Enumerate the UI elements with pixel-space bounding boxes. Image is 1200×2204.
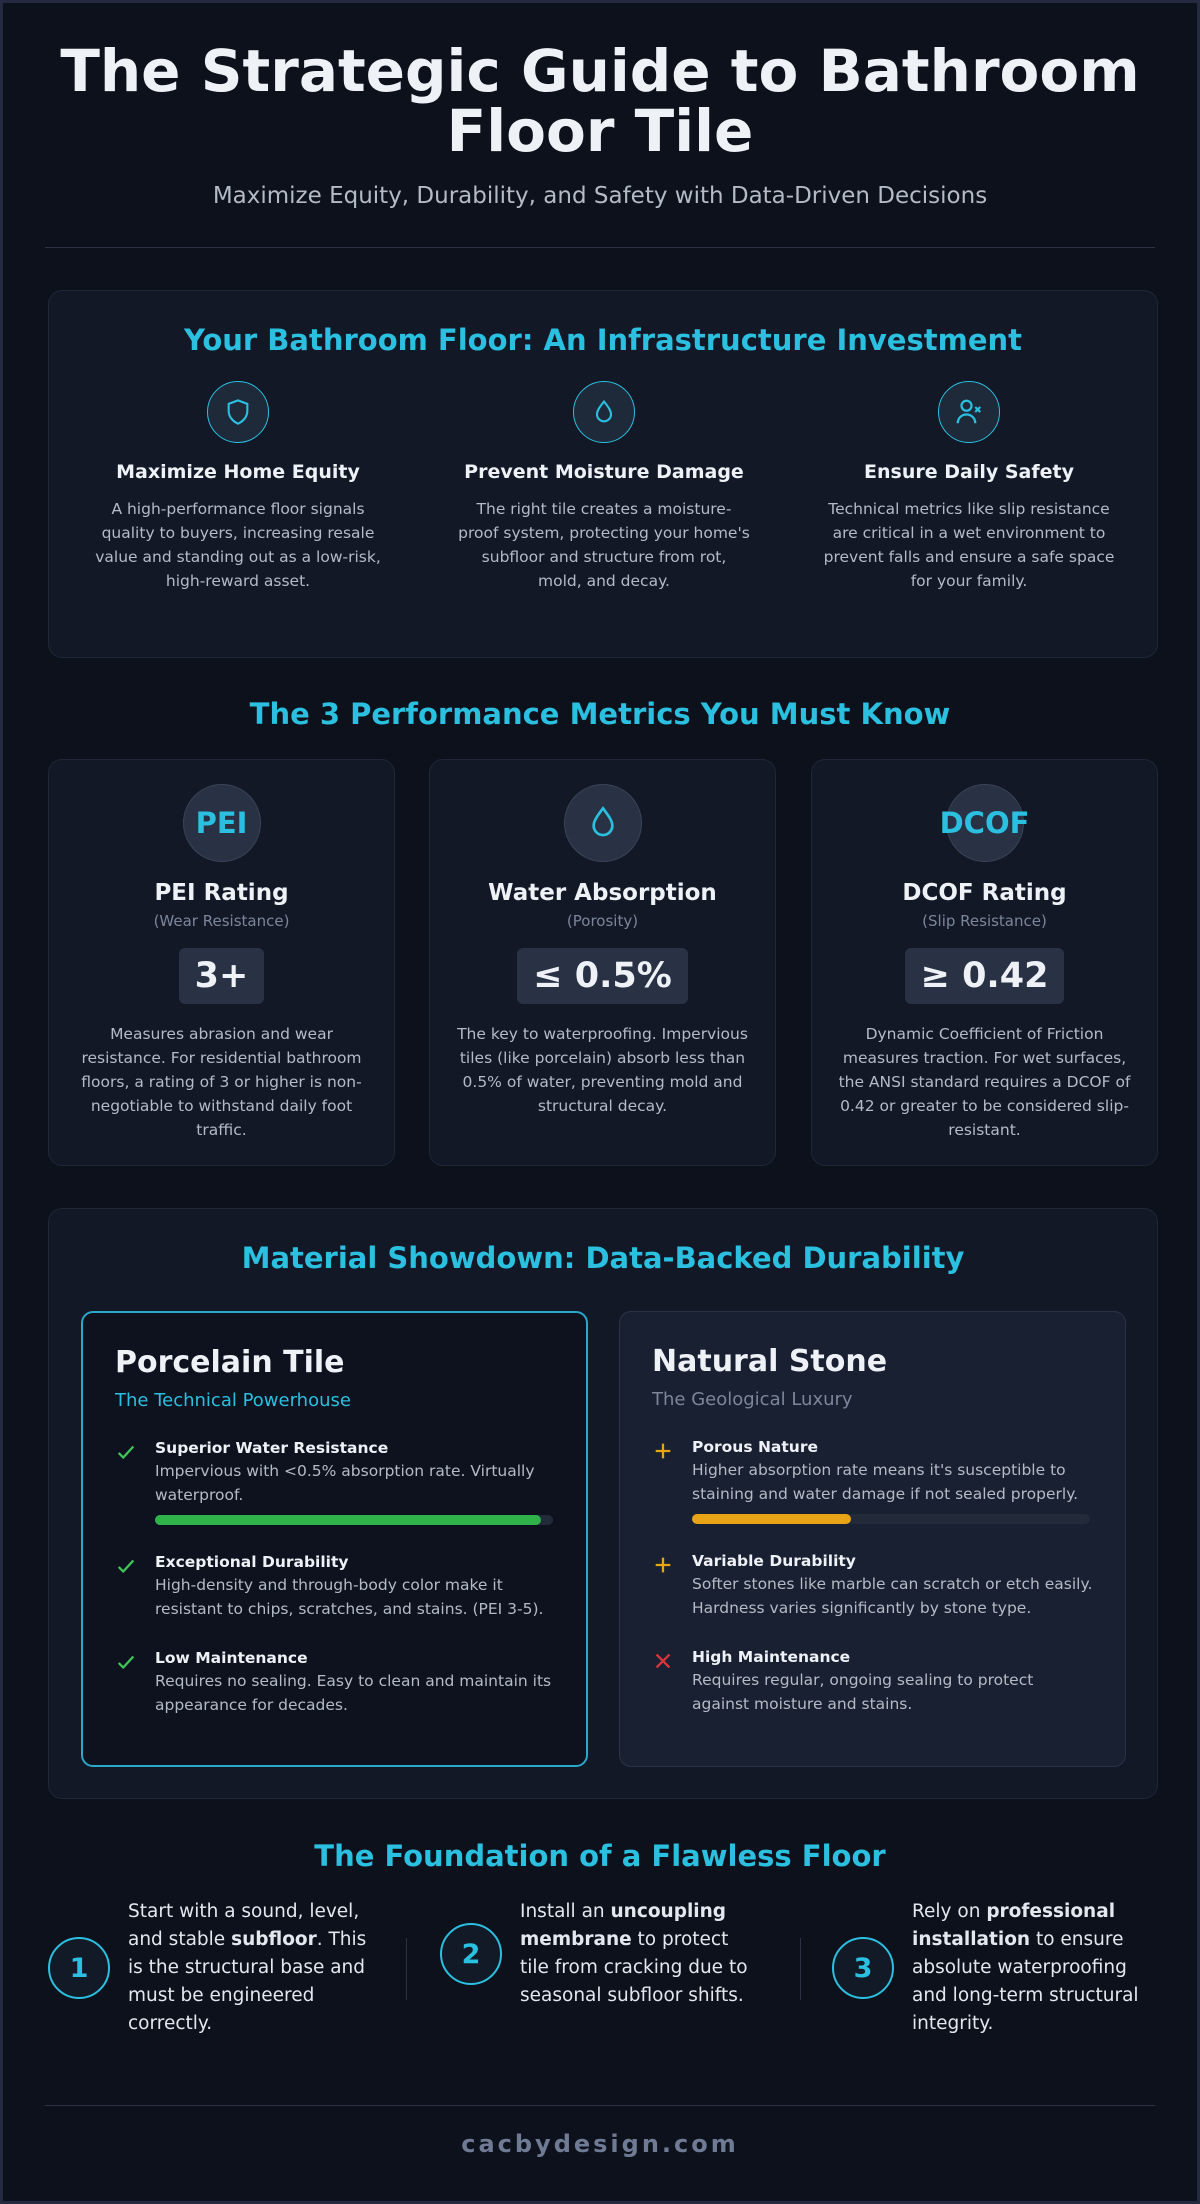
metric-card: DCOF DCOF Rating (Slip Resistance) ≥ 0.4…	[811, 759, 1158, 1166]
item-text: Higher absorption rate means it's suscep…	[692, 1461, 1079, 1503]
item-title: Exceptional Durability	[155, 1553, 349, 1571]
con-item: High Maintenance Requires regular, ongoi…	[652, 1648, 1093, 1716]
meter-track	[692, 1514, 1090, 1524]
metric-subtitle: (Porosity)	[566, 912, 639, 930]
emphasis: subfloor	[231, 1929, 317, 1950]
item-title: Low Maintenance	[155, 1649, 308, 1667]
icon	[207, 381, 269, 443]
divider	[406, 1938, 407, 2000]
step-number: 3	[832, 1937, 894, 1999]
metric-subtitle: (Slip Resistance)	[922, 912, 1047, 930]
pro-item: Superior Water Resistance Impervious wit…	[115, 1439, 554, 1525]
material-tagline: The Geological Luxury	[652, 1389, 853, 1410]
metric-card: Water Absorption (Porosity) ≤ 0.5% The k…	[429, 759, 776, 1166]
step: 1 Start with a sound, level, and stable s…	[48, 1898, 368, 2038]
icon	[573, 381, 635, 443]
feature-title: Maximize Home Equity	[116, 461, 360, 483]
item-text: Requires no sealing. Easy to clean and m…	[155, 1672, 552, 1714]
meter	[692, 1514, 852, 1524]
step-number: 1	[48, 1937, 110, 1999]
text-run: Start with a sound, level, and stable	[128, 1901, 360, 1950]
material-card: Porcelain Tile The Technical Powerhouse …	[81, 1311, 588, 1767]
meter	[155, 1515, 542, 1525]
feature: Prevent Moisture Damage The right tile c…	[444, 381, 764, 593]
metric-title: DCOF Rating	[902, 880, 1067, 906]
pro-item: Low Maintenance Requires no sealing. Eas…	[115, 1649, 554, 1717]
metric-card: PEI PEI Rating (Wear Resistance) 3+ Meas…	[48, 759, 395, 1166]
step-text: Install an uncoupling membrane to protec…	[520, 1898, 760, 2010]
step: 3 Rely on professional installation to en…	[832, 1898, 1152, 2038]
section-heading: Your Bathroom Floor: An Infrastructure I…	[183, 323, 1022, 357]
metric-text: Measures abrasion and wear resistance. F…	[81, 1025, 362, 1139]
metric-badge	[563, 784, 642, 862]
metric-title: Water Absorption	[488, 880, 717, 906]
title: The Strategic Guide to Bathroom Floor Ti…	[60, 37, 1140, 165]
item-title: Porous Nature	[692, 1438, 818, 1456]
item-title: High Maintenance	[692, 1648, 851, 1666]
feature-text: A high-performance floor signals quality…	[95, 500, 381, 590]
item-text: Softer stones like marble can scratch or…	[692, 1575, 1093, 1617]
pro-item: Exceptional Durability High-density and …	[115, 1553, 554, 1621]
item-text: Requires regular, ongoing sealing to pro…	[692, 1671, 1034, 1713]
section-heading: The Foundation of a Flawless Floor	[314, 1839, 886, 1873]
metric-subtitle: (Wear Resistance)	[153, 912, 290, 930]
feature: Maximize Home Equity A high-performance …	[78, 381, 398, 593]
meter-track	[155, 1515, 553, 1525]
section-heading: Material Showdown: Data-Backed Durabilit…	[241, 1241, 965, 1275]
investment-section: Your Bathroom Floor: An Infrastructure I…	[48, 290, 1158, 658]
metric-badge: DCOF	[940, 784, 1029, 862]
footer-site: cacbydesign.com	[461, 2130, 739, 2158]
step-text: Rely on professional installation to ens…	[912, 1898, 1152, 2038]
metric-badge: PEI	[182, 784, 261, 862]
feature: Ensure Daily Safety Technical metrics li…	[809, 381, 1129, 593]
item-title: Superior Water Resistance	[155, 1439, 389, 1457]
emphasis: professional installation	[912, 1901, 1116, 1950]
divider	[45, 247, 1155, 248]
item-text: High-density and through-body color make…	[155, 1576, 544, 1618]
section-heading: The 3 Performance Metrics You Must Know	[249, 697, 951, 731]
text-run: to ensure absolute waterproofing and lon…	[912, 1929, 1139, 2034]
metric-value: 3+	[178, 948, 265, 1004]
con-item: Porous Nature Higher absorption rate mea…	[652, 1438, 1093, 1524]
icon	[938, 381, 1000, 443]
material-name: Porcelain Tile	[115, 1345, 345, 1380]
material-tagline: The Technical Powerhouse	[115, 1390, 351, 1411]
text-run: Rely on	[912, 1901, 987, 1922]
material-card: Natural Stone The Geological Luxury Poro…	[619, 1311, 1126, 1767]
divider	[800, 1938, 801, 2000]
item-text: Impervious with <0.5% absorption rate. V…	[155, 1462, 535, 1504]
feature-text: Technical metrics like slip resistance a…	[823, 500, 1115, 590]
step-text: Start with a sound, level, and stable su…	[128, 1898, 368, 2038]
step: 2 Install an uncoupling membrane to prote…	[440, 1898, 760, 2010]
showdown-section: Material Showdown: Data-Backed Durabilit…	[48, 1208, 1158, 1799]
con-item: Variable Durability Softer stones like m…	[652, 1552, 1093, 1620]
feature-title: Ensure Daily Safety	[864, 461, 1074, 483]
step-number: 2	[440, 1923, 502, 1985]
metric-text: The key to waterproofing. Impervious til…	[457, 1025, 748, 1115]
metric-text: Dynamic Coefficient of Friction measures…	[838, 1025, 1131, 1139]
metric-value: ≤ 0.5%	[517, 948, 688, 1004]
divider	[45, 2105, 1155, 2106]
item-title: Variable Durability	[692, 1552, 856, 1570]
metric-value: ≥ 0.42	[904, 948, 1065, 1004]
text-run: to protect tile from cracking due to sea…	[520, 1929, 748, 2006]
metric-title: PEI Rating	[154, 880, 289, 906]
text-run: Install an	[520, 1901, 611, 1922]
text-run: . This is the structural base and must b…	[128, 1929, 367, 2034]
emphasis: uncoupling membrane	[520, 1901, 727, 1950]
material-name: Natural Stone	[652, 1344, 888, 1379]
subtitle: Maximize Equity, Durability, and Safety …	[212, 183, 988, 209]
feature-title: Prevent Moisture Damage	[464, 461, 744, 483]
feature-text: The right tile creates a moisture-proof …	[458, 500, 750, 590]
